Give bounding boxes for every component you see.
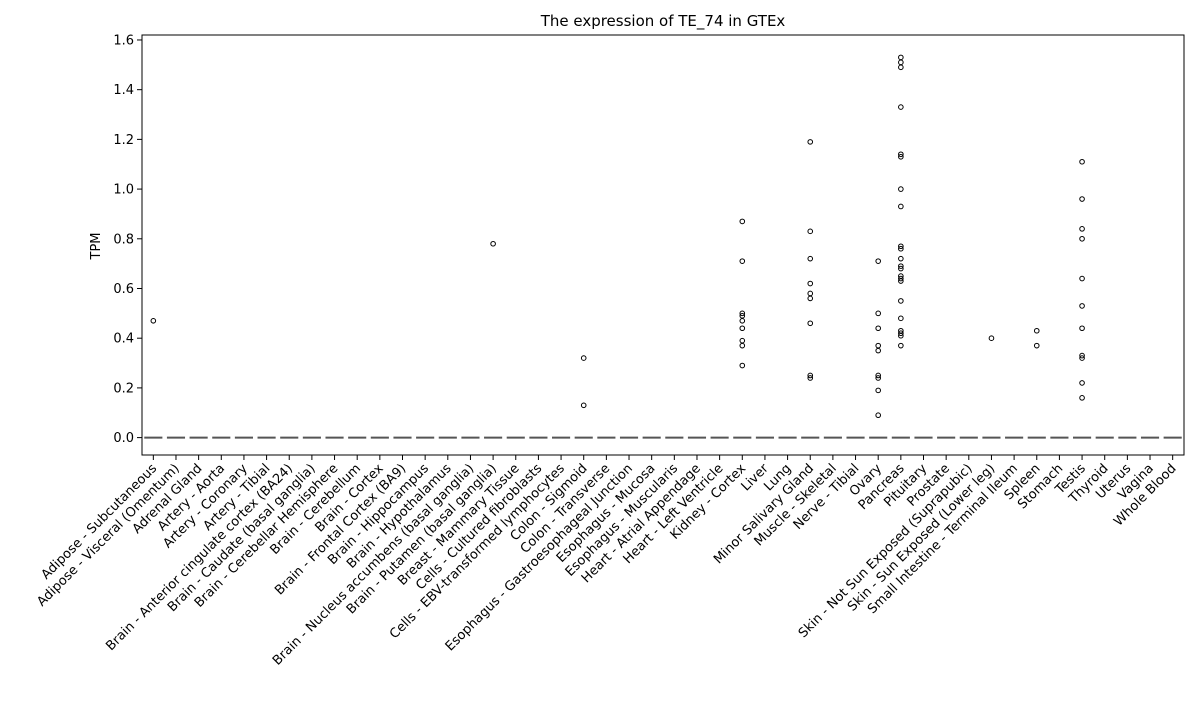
data-point	[807, 295, 814, 302]
y-tick-label: 1.4	[113, 83, 134, 98]
data-point	[1079, 355, 1085, 361]
data-point	[807, 372, 814, 379]
data-point	[898, 151, 904, 158]
data-point	[898, 263, 904, 269]
data-point	[898, 186, 904, 192]
y-tick-label: 1.2	[113, 133, 134, 148]
data-point	[739, 325, 746, 332]
y-tick-label: 0.4	[113, 332, 134, 347]
data-point	[875, 258, 881, 264]
data-point	[807, 290, 814, 297]
data-point	[898, 54, 904, 61]
data-point	[875, 375, 881, 381]
data-point	[898, 243, 904, 250]
data-point	[580, 402, 587, 409]
data-point	[988, 335, 995, 341]
data-point	[807, 139, 814, 145]
data-point	[1079, 325, 1085, 332]
data-point	[739, 362, 746, 369]
data-point	[739, 258, 746, 264]
data-point	[898, 59, 904, 66]
y-tick-label: 1.0	[113, 183, 134, 198]
data-point	[739, 317, 746, 324]
data-point	[898, 330, 904, 337]
data-point	[875, 310, 881, 317]
data-point	[1079, 275, 1085, 282]
plot-frame	[141, 34, 1185, 456]
data-point	[1079, 235, 1085, 242]
y-axis-label: TPM	[89, 233, 104, 261]
data-point	[898, 275, 904, 282]
data-point	[1033, 327, 1040, 334]
data-point	[1079, 303, 1085, 309]
data-point	[807, 255, 814, 262]
data-point	[898, 332, 904, 339]
data-point	[898, 298, 904, 304]
data-point	[875, 347, 881, 354]
chart-title: The expression of TE_74 in GTEx	[540, 12, 786, 31]
data-point	[739, 337, 746, 344]
y-tick-label: 0.2	[113, 381, 134, 396]
data-point	[898, 342, 904, 349]
data-point	[875, 372, 881, 379]
data-point	[1079, 395, 1085, 401]
data-point	[898, 203, 904, 210]
data-point	[807, 280, 814, 287]
data-point	[898, 64, 904, 71]
data-point	[1079, 226, 1085, 232]
data-point	[739, 342, 746, 349]
data-point	[807, 375, 814, 381]
data-point	[898, 255, 904, 262]
data-point	[875, 412, 881, 419]
data-point	[898, 153, 904, 160]
y-tick-label: 1.6	[113, 33, 134, 48]
data-point	[898, 315, 904, 322]
data-point	[898, 278, 904, 284]
data-point	[875, 387, 881, 394]
data-point	[150, 317, 157, 324]
data-point	[875, 325, 881, 332]
data-point	[898, 245, 904, 252]
data-point	[898, 265, 904, 272]
data-point	[1079, 158, 1085, 165]
data-point	[490, 240, 496, 247]
data-point	[807, 228, 814, 235]
data-point	[1033, 342, 1040, 349]
data-point	[1079, 380, 1085, 386]
data-point	[1079, 196, 1085, 202]
data-point	[1079, 352, 1085, 359]
y-tick-label: 0.8	[113, 232, 134, 247]
y-tick-label: 0.6	[113, 282, 134, 297]
data-point	[875, 342, 881, 349]
data-point	[580, 355, 587, 361]
data-point	[739, 310, 746, 317]
y-tick-label: 0.0	[113, 431, 134, 446]
data-point	[739, 218, 746, 225]
data-point	[807, 320, 814, 327]
data-point	[898, 104, 904, 110]
